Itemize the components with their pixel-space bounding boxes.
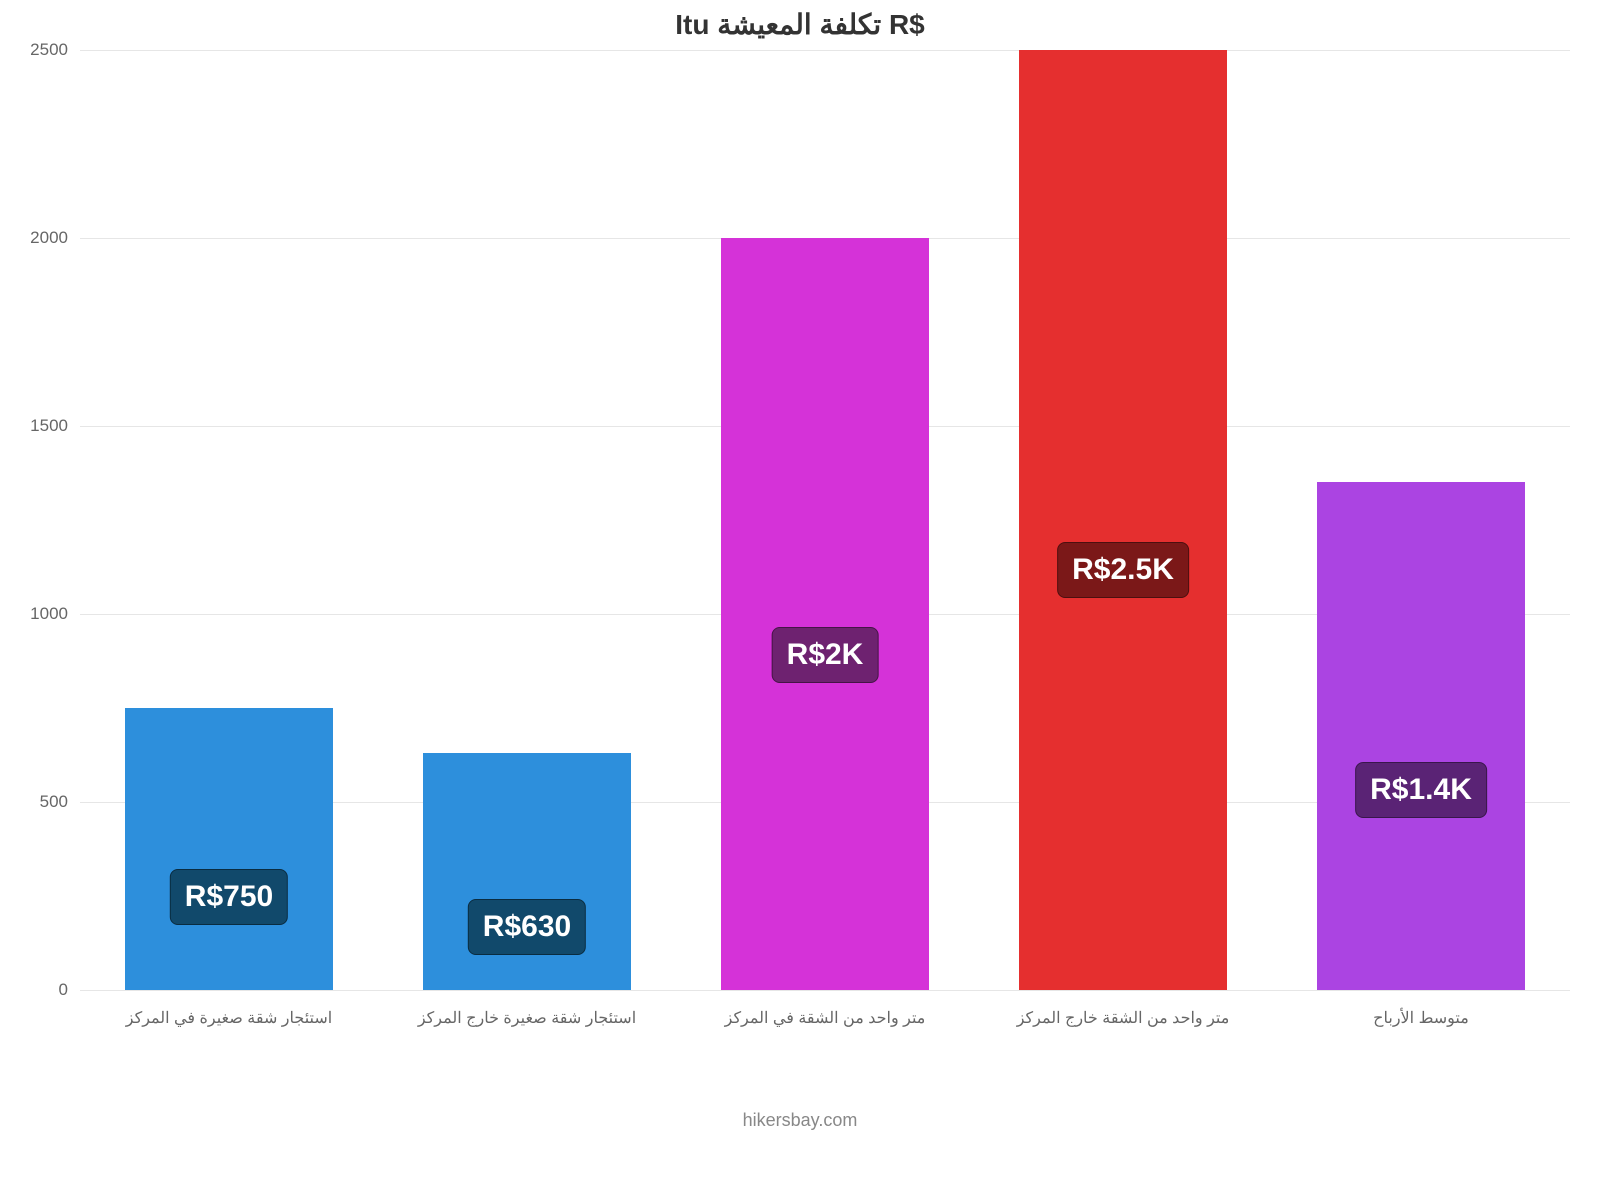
x-category-label: متر واحد من الشقة في المركز bbox=[676, 1008, 974, 1028]
bar-value-label: R$2K bbox=[772, 627, 879, 683]
bar: R$2K bbox=[721, 238, 930, 990]
x-category-label: متر واحد من الشقة خارج المركز bbox=[974, 1008, 1272, 1028]
chart-title: Itu تكلفة المعيشة R$ bbox=[0, 8, 1600, 41]
y-tick-label: 1000 bbox=[18, 604, 68, 624]
gridline bbox=[80, 990, 1570, 991]
chart-footer: hikersbay.com bbox=[0, 1110, 1600, 1131]
x-category-label: استئجار شقة صغيرة في المركز bbox=[80, 1008, 378, 1028]
y-tick-label: 2500 bbox=[18, 40, 68, 60]
y-tick-label: 500 bbox=[18, 792, 68, 812]
bar: R$2.5K bbox=[1019, 50, 1228, 990]
x-category-label: استئجار شقة صغيرة خارج المركز bbox=[378, 1008, 676, 1028]
chart-container: Itu تكلفة المعيشة R$ 0500100015002000250… bbox=[0, 0, 1600, 1200]
bar-value-label: R$630 bbox=[468, 899, 586, 955]
bar: R$750 bbox=[125, 708, 334, 990]
bar: R$630 bbox=[423, 753, 632, 990]
y-tick-label: 2000 bbox=[18, 228, 68, 248]
y-tick-label: 1500 bbox=[18, 416, 68, 436]
gridline bbox=[80, 50, 1570, 51]
plot-area: 05001000150020002500R$750استئجار شقة صغي… bbox=[80, 50, 1570, 990]
bar: R$1.4K bbox=[1317, 482, 1526, 990]
bar-value-label: R$750 bbox=[170, 869, 288, 925]
x-category-label: متوسط الأرباح bbox=[1272, 1008, 1570, 1028]
bar-value-label: R$1.4K bbox=[1355, 762, 1487, 818]
y-tick-label: 0 bbox=[18, 980, 68, 1000]
bar-value-label: R$2.5K bbox=[1057, 542, 1189, 598]
